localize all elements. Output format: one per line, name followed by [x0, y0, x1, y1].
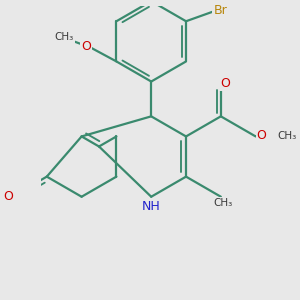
Text: O: O: [3, 190, 13, 203]
Text: CH₃: CH₃: [277, 131, 296, 141]
Text: O: O: [257, 129, 267, 142]
Text: Br: Br: [213, 4, 227, 17]
Text: NH: NH: [142, 200, 161, 213]
Text: O: O: [81, 40, 91, 53]
Text: O: O: [220, 77, 230, 90]
Text: CH₃: CH₃: [213, 198, 232, 208]
Text: CH₃: CH₃: [55, 32, 74, 42]
